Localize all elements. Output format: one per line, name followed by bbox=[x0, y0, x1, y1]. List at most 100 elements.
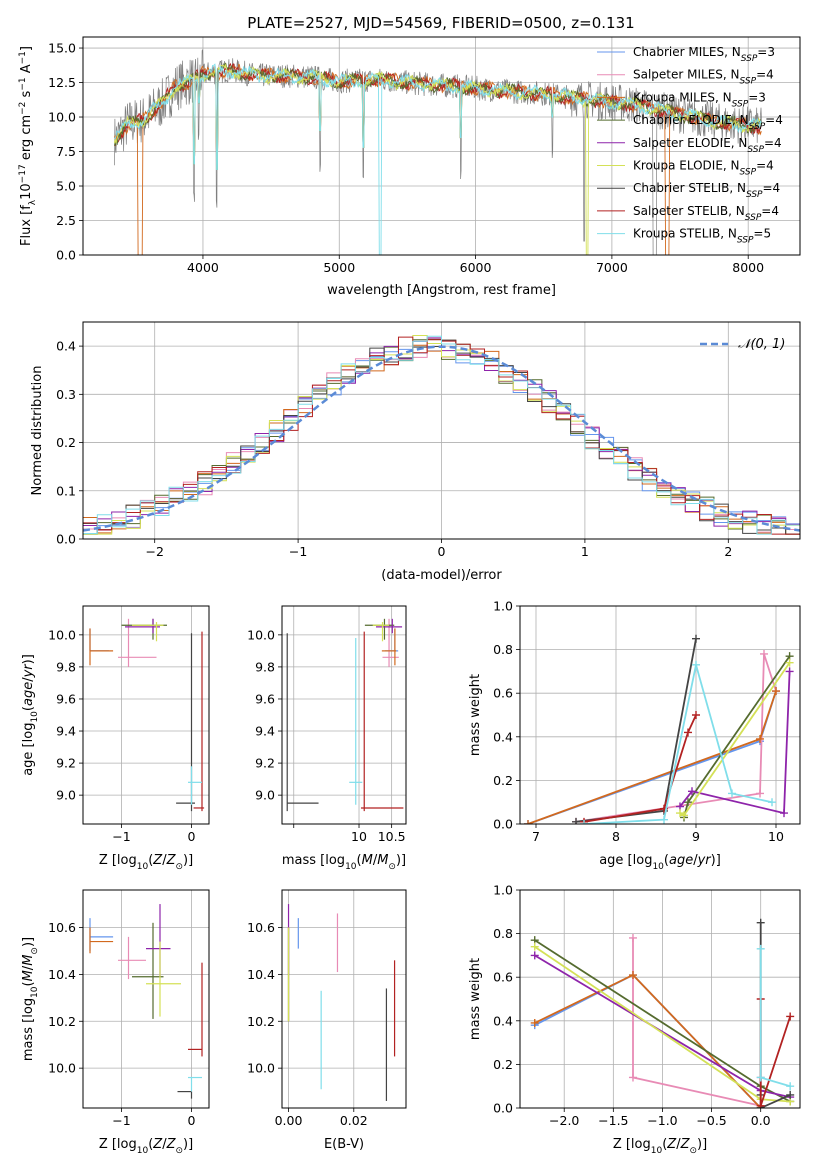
grid bbox=[520, 605, 800, 825]
ytick-label: 0.3 bbox=[56, 387, 76, 402]
ytick-label: 10.0 bbox=[48, 110, 76, 125]
xtick-label: −1.5 bbox=[598, 1113, 628, 1128]
label-part: =4 bbox=[764, 136, 782, 150]
spectrum-data bbox=[114, 48, 762, 255]
label-part: Z bbox=[152, 1137, 163, 1152]
errorbar-kroupa_stelib bbox=[188, 766, 202, 805]
errorbar-salpeter_stelib bbox=[360, 631, 404, 812]
label-part: 10 bbox=[651, 1146, 663, 1156]
label-part: mass [log bbox=[21, 998, 36, 1061]
label-part: SSP bbox=[741, 54, 758, 64]
series-point bbox=[692, 711, 700, 719]
label-part: −17 bbox=[18, 164, 28, 183]
series-point bbox=[692, 634, 700, 643]
series-salpeter_stelib bbox=[756, 995, 795, 1108]
series-point bbox=[524, 820, 532, 824]
xtick-label: −1.0 bbox=[647, 1113, 677, 1128]
ylabel: Flux [fλ10−17 erg cm−2 s−1 A−1] bbox=[18, 46, 38, 246]
series-point bbox=[768, 798, 776, 807]
series-point bbox=[684, 728, 692, 737]
ytick-label: 7.5 bbox=[56, 144, 76, 159]
label-part: erg cm bbox=[19, 115, 34, 164]
series-point bbox=[756, 789, 764, 798]
series-point bbox=[756, 734, 764, 743]
plot-area bbox=[286, 618, 404, 812]
xlabel: mass [log10(M/M⊙)] bbox=[282, 853, 406, 872]
legend-label: Chabrier STELIB, NSSP=4 bbox=[633, 181, 780, 200]
xtick-label: 1 bbox=[581, 544, 589, 559]
label-part: SSP bbox=[740, 77, 757, 87]
series-point bbox=[756, 918, 765, 927]
errorbar-chabrier_miles bbox=[89, 628, 109, 652]
ytick-label: 0.4 bbox=[493, 1013, 513, 1028]
series-line bbox=[534, 973, 762, 1108]
axes-frame bbox=[82, 889, 210, 1109]
label-part: =3 bbox=[748, 90, 766, 104]
ytick-label: 9.2 bbox=[56, 756, 76, 771]
xtick-label: 6000 bbox=[460, 260, 492, 275]
label-part: Salpeter STELIB, N bbox=[633, 204, 745, 218]
legend-label: Kroupa STELIB, NSSP=5 bbox=[633, 227, 771, 246]
label-part: ( bbox=[21, 706, 36, 711]
axes-frame bbox=[281, 605, 407, 825]
label-part: Z bbox=[166, 1137, 177, 1152]
series-line bbox=[759, 999, 792, 1107]
plot-area bbox=[530, 918, 795, 1108]
legend-label: Chabrier ELODIE, NSSP=4 bbox=[633, 113, 783, 132]
plot-area bbox=[524, 634, 794, 824]
ylabel: mass weight bbox=[468, 674, 483, 756]
label-part: yr bbox=[697, 853, 713, 868]
label-part: )] bbox=[697, 1137, 707, 1152]
ylabel: mass [log10(M/M⊙)] bbox=[21, 937, 40, 1061]
errorbar-kroupa_elodie bbox=[372, 622, 390, 642]
errorbar-kroupa_elodie bbox=[146, 941, 181, 1017]
label-part: Chabrier STELIB, N bbox=[633, 181, 746, 195]
label-part: Z bbox=[666, 1137, 677, 1152]
ytick-label: 12.5 bbox=[48, 75, 76, 90]
label-part: )] bbox=[711, 853, 721, 868]
label-part: ⊙ bbox=[689, 1146, 697, 1156]
errorbar-salpeter_miles bbox=[118, 618, 157, 667]
label-part: )] bbox=[183, 1137, 193, 1152]
series-salpeter_elodie bbox=[676, 667, 794, 818]
xtick-label: 9 bbox=[692, 829, 700, 844]
label-part: M bbox=[21, 955, 36, 966]
series-point bbox=[530, 951, 539, 960]
label-part: M bbox=[21, 970, 36, 981]
hist-kroupa_stelib bbox=[83, 335, 800, 535]
label-part: ( bbox=[148, 1137, 153, 1152]
xlabel: age [log10(age/yr)] bbox=[599, 853, 721, 872]
label-part: 10 bbox=[137, 1146, 149, 1156]
label-part: 10 bbox=[30, 986, 40, 998]
xtick-label: −2 bbox=[145, 544, 163, 559]
series-chabrier_stelib bbox=[756, 918, 795, 1108]
series-point bbox=[580, 820, 588, 824]
series-chabrier_miles bbox=[524, 687, 780, 824]
xtick-label: 0.02 bbox=[340, 1113, 368, 1128]
series-chabrier_miles bbox=[530, 971, 765, 1108]
ytick-label: 0.6 bbox=[493, 970, 513, 985]
xlabel: wavelength [Angstrom, rest frame] bbox=[327, 283, 556, 298]
errorbar-kroupa_stelib bbox=[188, 1076, 202, 1092]
xtick-label: −2.0 bbox=[549, 1113, 579, 1128]
xtick-label: −0.5 bbox=[696, 1113, 726, 1128]
ytick-label: 0.2 bbox=[493, 773, 513, 788]
label-part: −2 bbox=[18, 102, 28, 115]
label-part: ⊙ bbox=[175, 1146, 183, 1156]
label-part: ⊙ bbox=[30, 947, 40, 955]
label-part: ⊙ bbox=[175, 862, 183, 872]
errorbar-chabrier_stelib bbox=[286, 633, 319, 812]
xlabel: Z [log10(Z/Z⊙)] bbox=[99, 1137, 193, 1156]
label-part: SSP bbox=[737, 236, 754, 246]
series-point bbox=[728, 789, 736, 798]
label-part: =4 bbox=[761, 204, 779, 218]
xtick-label: 0 bbox=[188, 1113, 196, 1128]
label-part: / bbox=[21, 677, 36, 682]
xlabel: Z [log10(Z/Z⊙)] bbox=[613, 1137, 707, 1156]
series-point bbox=[692, 660, 700, 669]
xtick-label: −1 bbox=[112, 1113, 130, 1128]
label-part: SSP bbox=[746, 190, 763, 200]
label-part: Kroupa ELODIE, N bbox=[633, 159, 740, 173]
series-point bbox=[628, 971, 637, 980]
